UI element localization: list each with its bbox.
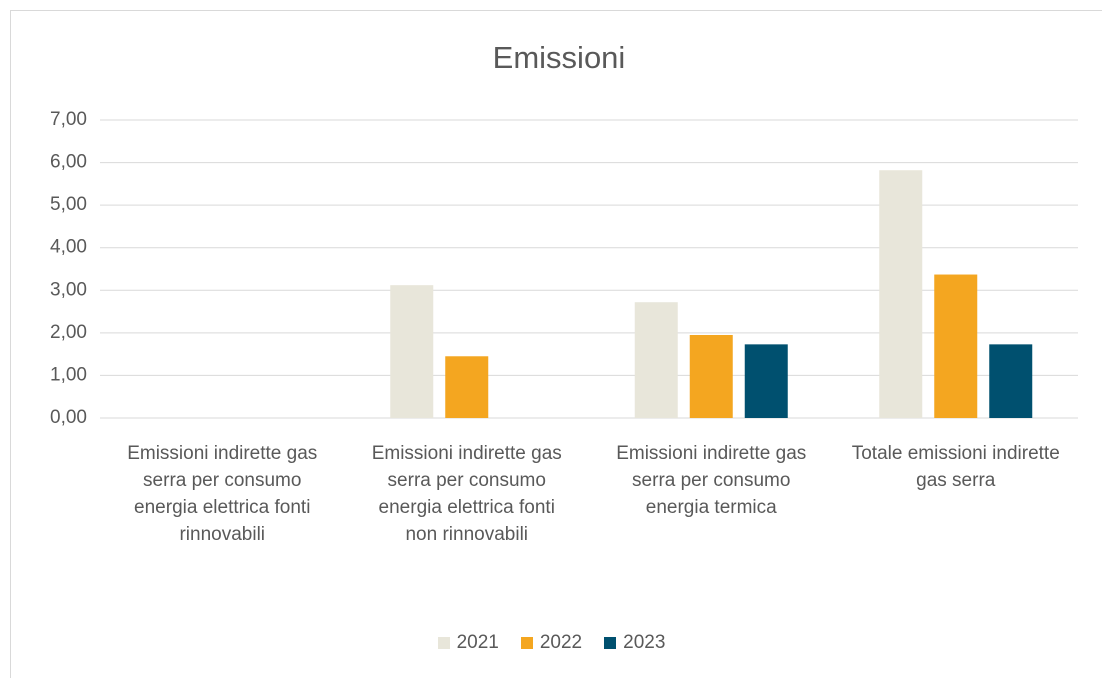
y-tick-label: 6,00 [50,152,87,173]
x-tick-label: Emissioni indirette gas serra per consum… [616,443,807,518]
bar [744,344,788,418]
x-tick-label: Emissioni indirette gas serra per consum… [371,443,562,545]
bar [689,334,733,418]
y-tick-label: 7,00 [50,109,87,130]
legend-item: 2023 [604,632,665,654]
legend-label: 2021 [456,632,499,653]
y-tick-label: 1,00 [50,364,87,385]
legend-swatch [437,637,450,649]
legend: 2021 2022 2023 [0,632,1103,654]
legend-label: 2022 [539,632,583,653]
y-tick-label: 0,00 [50,407,87,428]
x-tick-label: Totale emissioni indirette gas serra [851,443,1060,491]
bar [879,170,923,418]
chart-border [10,10,1102,678]
bar [934,274,978,418]
x-tick-label: Emissioni indirette gas serra per consum… [127,443,318,545]
bar [989,344,1033,418]
legend-swatch [604,637,617,649]
bar [390,285,434,418]
y-tick-label: 5,00 [50,194,87,215]
legend-item: 2021 [437,632,499,654]
bar [445,356,489,418]
bar [634,302,678,418]
legend-swatch [520,637,533,649]
y-tick-label: 3,00 [50,279,87,300]
y-tick-label: 2,00 [50,322,87,343]
chart-title: Emissioni [493,40,626,75]
y-tick-label: 4,00 [50,237,87,258]
legend-label: 2023 [623,632,666,653]
legend-item: 2022 [520,632,583,654]
